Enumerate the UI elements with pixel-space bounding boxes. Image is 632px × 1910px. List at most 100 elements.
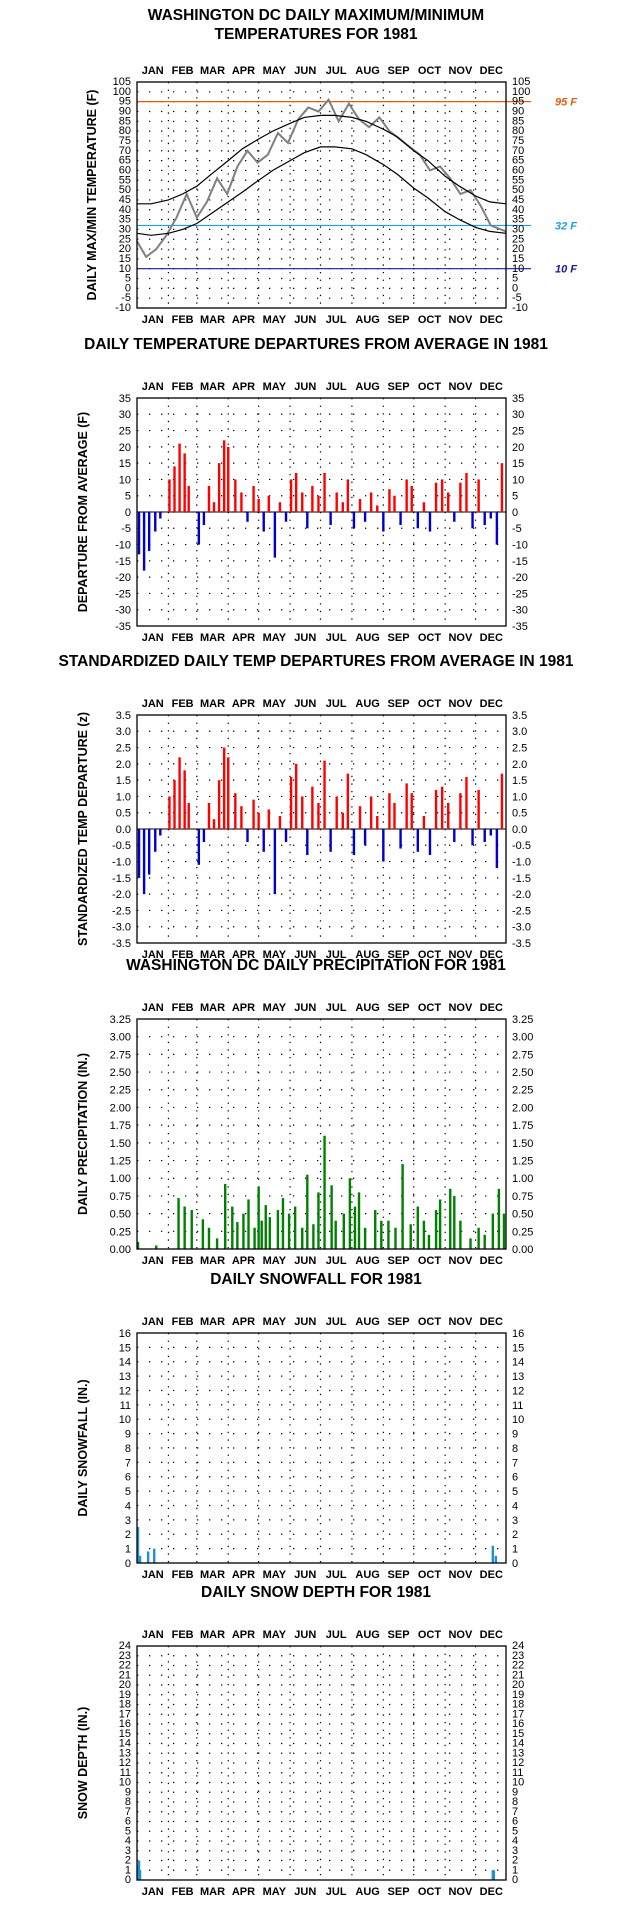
y-tick-label-right: 30 <box>512 223 524 235</box>
y-tick-label-left: 0 <box>125 507 131 519</box>
month-label: JAN <box>142 1002 164 1014</box>
month-label: MAR <box>200 1002 225 1014</box>
data-bar <box>399 512 402 526</box>
data-bar <box>146 1551 150 1563</box>
y-tick-label-left: -2.0 <box>112 889 131 901</box>
y-tick-label-left: 3.5 <box>116 710 131 722</box>
month-label: OCT <box>418 1569 442 1581</box>
reference-label: 10 F <box>555 264 577 276</box>
month-label: JAN <box>142 65 164 77</box>
data-bar <box>215 1238 219 1249</box>
data-bar <box>422 815 426 829</box>
plot-frame <box>136 81 507 309</box>
data-bar <box>268 1217 271 1249</box>
data-bar <box>495 512 499 545</box>
month-label: APR <box>232 1629 255 1641</box>
y-tick-label-left: 5 <box>125 1825 131 1837</box>
month-label: JUN <box>294 1316 316 1328</box>
y-tick-label-left: -3.0 <box>112 922 131 934</box>
month-label: NOV <box>448 1886 473 1898</box>
month-label: AUG <box>355 632 379 644</box>
data-bar <box>289 479 293 512</box>
y-tick-label-right: 1 <box>512 1864 518 1876</box>
month-label: NOV <box>448 381 473 393</box>
month-label: JUN <box>294 1886 316 1898</box>
data-bar <box>217 780 221 829</box>
plot-frame <box>136 714 507 944</box>
data-bar <box>492 1870 496 1880</box>
month-label: AUG <box>355 1316 379 1328</box>
series-line-actual <box>136 97 507 259</box>
chart-title: DAILY SNOWFALL FOR 1981 <box>210 1271 422 1288</box>
data-bar <box>187 802 190 829</box>
data-bar <box>201 1219 205 1249</box>
data-bar <box>363 512 367 522</box>
month-label: OCT <box>418 632 442 644</box>
y-tick-label-right: 11 <box>512 1400 523 1412</box>
data-bar <box>374 1210 377 1249</box>
y-tick-label-right: 1.5 <box>512 775 527 787</box>
month-label: MAR <box>200 314 225 326</box>
y-tick-label-right: 21 <box>512 1669 524 1681</box>
data-bar <box>234 793 237 829</box>
data-bar <box>346 479 350 512</box>
y-tick-label-left: 3 <box>125 1515 131 1527</box>
month-label: JAN <box>142 1629 164 1641</box>
data-bar <box>242 1213 245 1249</box>
y-tick-label-left: 40 <box>119 204 131 216</box>
data-bar <box>207 485 211 512</box>
y-tick-label-left: 0.5 <box>116 808 131 820</box>
month-label: JUN <box>294 698 316 710</box>
month-label: JAN <box>142 949 164 961</box>
y-tick-label-right: 5 <box>512 491 518 503</box>
y-tick-label-left: 22 <box>119 1660 131 1672</box>
series-line-normal_max <box>137 114 507 205</box>
y-tick-label-right: 18 <box>512 1699 524 1711</box>
y-tick-label-left: 24 <box>119 1640 131 1652</box>
y-tick-label-left: -25 <box>115 588 131 600</box>
data-bar <box>401 1164 404 1249</box>
data-bar <box>301 492 304 512</box>
y-tick-label-left: 13 <box>119 1747 131 1759</box>
month-label: AUG <box>355 65 379 77</box>
y-tick-label-right: 55 <box>512 174 524 186</box>
y-tick-label-left: 10 <box>119 474 131 486</box>
data-bar <box>471 512 474 529</box>
month-label: JUN <box>294 314 316 326</box>
data-bar <box>489 512 492 519</box>
y-tick-label-left: 0.25 <box>110 1226 131 1238</box>
data-bar <box>294 763 298 829</box>
y-tick-label-right: 5 <box>512 1486 518 1498</box>
month-label: MAR <box>200 949 225 961</box>
data-bar <box>317 495 320 512</box>
y-tick-label-left: 4 <box>125 1500 131 1512</box>
plot-frame <box>136 1645 507 1881</box>
month-label: JUL <box>326 1629 347 1641</box>
y-tick-label-left: 18 <box>119 1699 131 1711</box>
y-tick-label-right: 3.5 <box>512 710 527 722</box>
y-tick-label-right: 1.50 <box>512 1138 533 1150</box>
y-tick-label-left: 14 <box>119 1738 131 1750</box>
month-label: NOV <box>448 1255 473 1267</box>
data-bar <box>183 1206 186 1249</box>
y-tick-label-right: -35 <box>512 621 528 633</box>
month-label: DEC <box>480 1316 503 1328</box>
y-tick-label-left: 15 <box>119 458 131 470</box>
data-bar <box>222 747 226 829</box>
data-bar <box>159 829 162 836</box>
y-tick-label-right: 11 <box>512 1767 523 1779</box>
data-bar <box>363 1227 367 1249</box>
chart-title: WASHINGTON DC DAILY MAXIMUM/MINIMUM <box>148 7 484 24</box>
y-tick-label-left: 3 <box>125 1845 131 1857</box>
data-bar <box>491 1213 495 1249</box>
data-bar <box>489 829 492 836</box>
month-label: OCT <box>418 1886 442 1898</box>
month-label: FEB <box>172 1886 194 1898</box>
month-label: JUL <box>326 1886 347 1898</box>
month-label: DEC <box>480 1255 503 1267</box>
month-label: MAY <box>263 381 287 393</box>
y-tick-label-right: 10 <box>512 263 524 275</box>
month-label: SEP <box>388 1316 410 1328</box>
data-bar <box>276 1210 280 1249</box>
